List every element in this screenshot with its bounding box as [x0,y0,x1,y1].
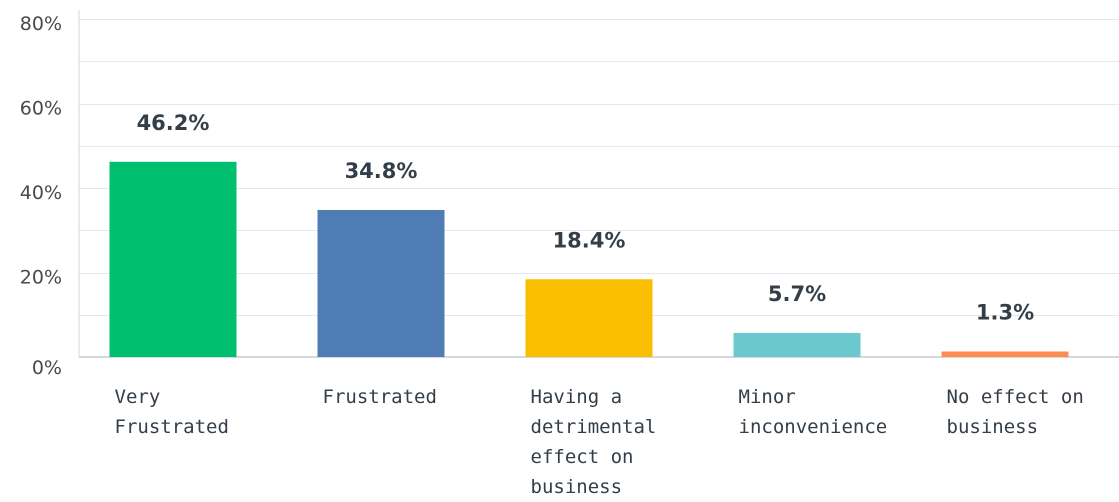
category-label: No effect on business [946,386,1084,438]
y-tick-label: 80% [20,13,62,35]
bar [733,332,861,357]
category-label: Very Frustrated [114,386,229,438]
bars [109,161,1069,357]
y-tick-label: 20% [20,267,62,289]
y-axis-ticks: 0% 20% 40% 60% 80% [20,13,62,379]
data-label: 5.7% [768,282,826,306]
category-label: Having a detrimental effect on business [530,386,657,498]
y-tick-label: 0% [32,357,62,379]
data-label: 34.8% [345,159,418,183]
category-label: Frustrated [322,386,437,408]
y-tick-label: 60% [20,98,62,120]
bar [525,279,653,357]
bar [941,351,1069,357]
bar [109,161,237,357]
data-label: 46.2% [137,111,210,135]
bar [317,209,445,357]
grid-lines [79,19,1119,316]
data-label: 1.3% [976,301,1034,325]
y-tick-label: 40% [20,182,62,204]
data-labels: 46.2% 34.8% 18.4% 5.7% 1.3% [137,111,1035,325]
category-label: Minor inconvenience [738,386,888,438]
data-label: 18.4% [553,228,626,252]
